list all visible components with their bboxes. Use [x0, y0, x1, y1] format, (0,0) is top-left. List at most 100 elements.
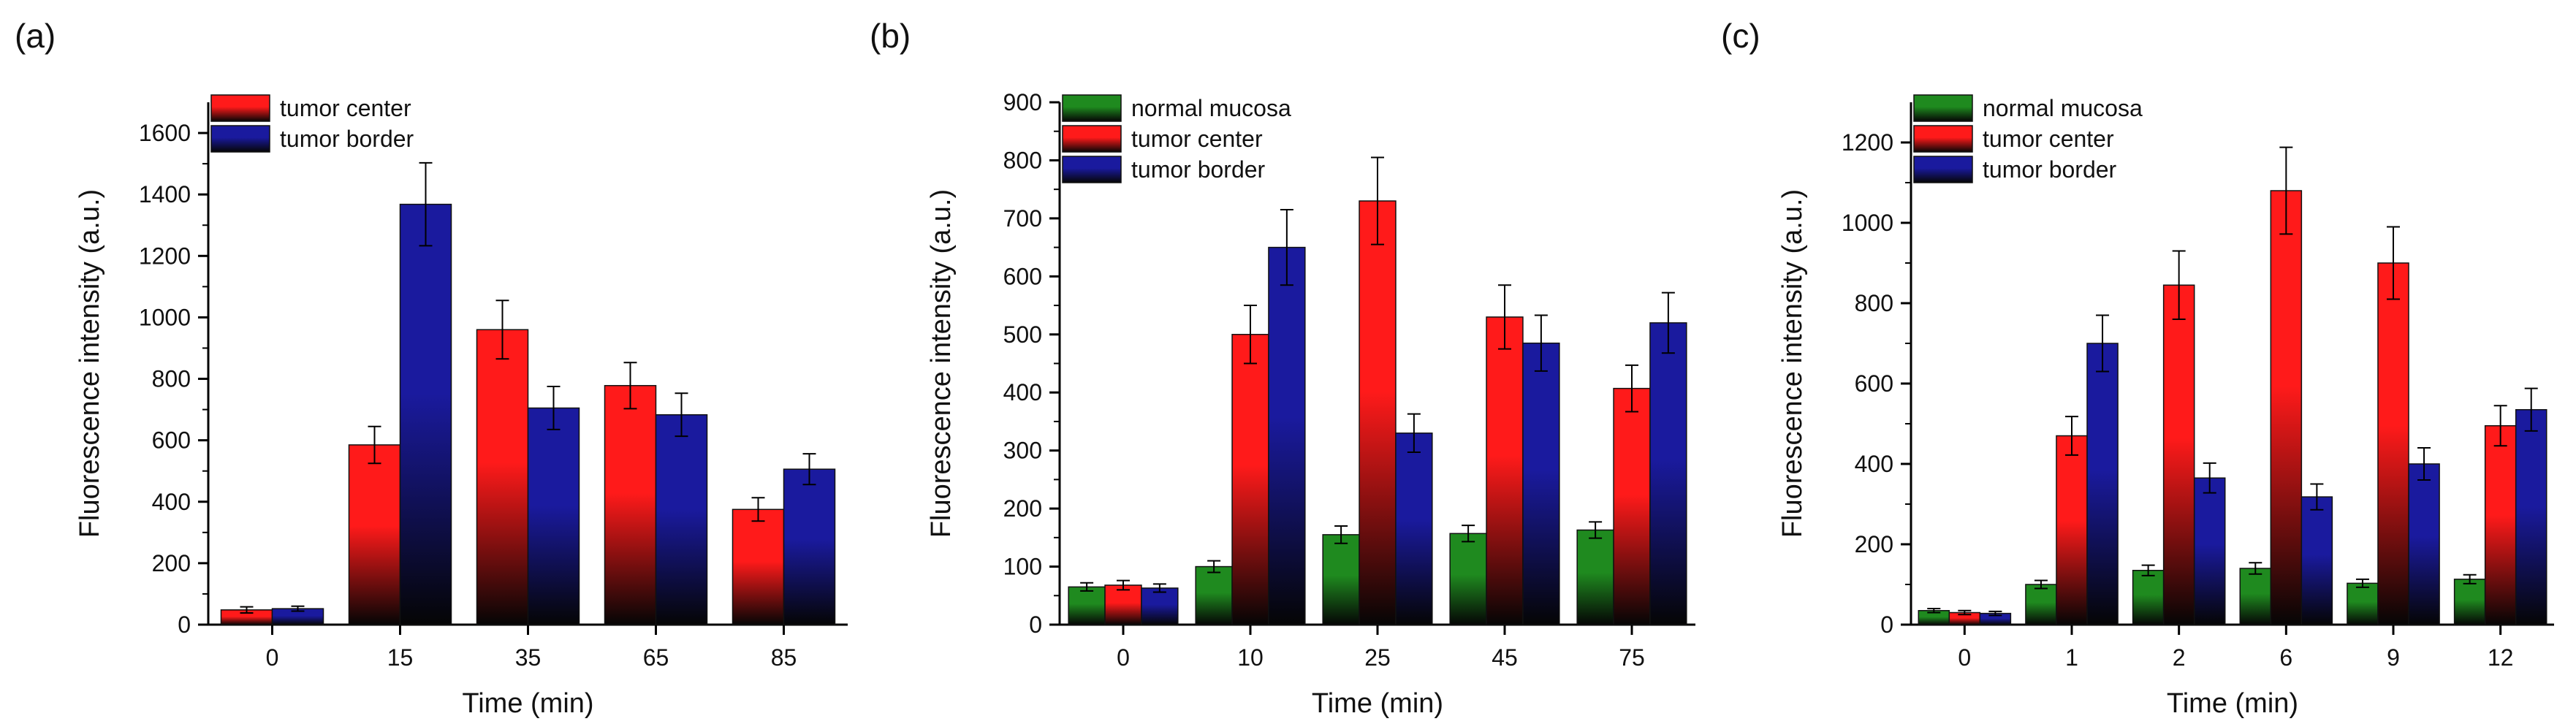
panel-label-a: (a)	[15, 17, 56, 55]
y-tick-label: 800	[152, 366, 191, 392]
x-axis-label: Time (min)	[1312, 688, 1443, 719]
legend-swatch-tumor-center	[1913, 125, 1973, 153]
bar-tumor-center-10	[1231, 334, 1269, 625]
bar-tumor-center-9	[2377, 262, 2409, 625]
legend-swatch-tumor-border	[1913, 156, 1973, 183]
y-tick-label: 800	[1855, 290, 1893, 316]
x-axis-label: Time (min)	[2167, 688, 2298, 719]
bar-tumor-border-0	[1141, 587, 1179, 625]
bar-tumor-center-0	[1104, 584, 1142, 625]
x-tick-label: 0	[266, 644, 279, 671]
legend-label-tumor-center: tumor center	[280, 95, 411, 121]
x-tick-label: 1	[2065, 644, 2078, 671]
y-tick-label: 400	[1855, 451, 1893, 477]
x-tick-label: 0	[1117, 644, 1130, 671]
y-tick-label: 400	[152, 489, 191, 515]
y-tick-label: 200	[1855, 531, 1893, 557]
bar-normal-mucosa-2	[2132, 570, 2165, 625]
y-tick-label: 1600	[139, 120, 191, 146]
y-tick-label: 900	[1003, 89, 1042, 115]
bar-normal-mucosa-10	[1195, 565, 1233, 625]
x-tick-label: 25	[1364, 644, 1391, 671]
bar-normal-mucosa-0	[1068, 586, 1106, 625]
bar-tumor-border-10	[1268, 246, 1306, 625]
bar-normal-mucosa-45	[1449, 533, 1487, 625]
legend-swatch-tumor-border	[210, 125, 270, 153]
bar-normal-mucosa-6	[2239, 568, 2272, 625]
x-tick-label: 12	[2488, 644, 2514, 671]
x-tick-label: 0	[1958, 644, 1971, 671]
y-tick-label: 1000	[139, 304, 191, 330]
y-axis-label: Fluorescence intensity (a.u.)	[75, 189, 105, 538]
bar-tumor-center-1	[2056, 435, 2088, 625]
legend-label-tumor-border: tumor border	[1983, 156, 2117, 183]
y-tick-label: 1200	[139, 243, 191, 269]
bar-tumor-center-85	[732, 508, 785, 625]
x-tick-label: 2	[2173, 644, 2186, 671]
y-tick-label: 200	[1003, 495, 1042, 522]
y-tick-label: 500	[1003, 321, 1042, 348]
bar-tumor-center-6	[2270, 190, 2303, 625]
x-tick-label: 45	[1492, 644, 1518, 671]
x-tick-label: 15	[387, 644, 414, 671]
legend-label-tumor-border: tumor border	[280, 126, 414, 152]
panel-label-c: (c)	[1721, 17, 1760, 55]
bar-normal-mucosa-12	[2453, 579, 2486, 625]
y-tick-label: 0	[1880, 611, 1893, 638]
bar-tumor-center-65	[604, 385, 657, 625]
bar-tumor-center-25	[1359, 200, 1397, 625]
y-tick-label: 600	[152, 427, 191, 454]
y-tick-label: 600	[1003, 263, 1042, 289]
panel-label-b: (b)	[870, 17, 911, 55]
y-tick-label: 800	[1003, 147, 1042, 173]
y-tick-label: 200	[152, 550, 191, 576]
y-axis-label: Fluorescence intensity (a.u.)	[1777, 189, 1808, 538]
y-tick-label: 600	[1855, 370, 1893, 397]
bar-normal-mucosa-75	[1576, 529, 1614, 625]
bar-tumor-border-9	[2408, 463, 2440, 625]
x-tick-label: 10	[1237, 644, 1264, 671]
y-tick-label: 1400	[139, 181, 191, 207]
chart-panel-a: 0 200 400 600 800 1000 1200 1400 1600 0 15 35 65 85 Ti…	[75, 94, 848, 719]
bar-tumor-border-2	[2193, 477, 2226, 625]
legend-label-normal-mucosa: normal mucosa	[1983, 95, 2143, 121]
y-tick-label: 1200	[1842, 129, 1893, 156]
bar-tumor-center-35	[476, 329, 529, 625]
bar-tumor-border-1	[2086, 343, 2119, 625]
legend-swatch-tumor-border	[1062, 156, 1122, 183]
bar-tumor-border-12	[2515, 409, 2547, 625]
bar-tumor-border-6	[2300, 496, 2333, 625]
bar-tumor-center-45	[1486, 316, 1524, 625]
y-tick-label: 300	[1003, 438, 1042, 464]
bar-tumor-border-75	[1649, 322, 1687, 625]
x-tick-label: 75	[1619, 644, 1645, 671]
bar-normal-mucosa-25	[1322, 534, 1360, 625]
x-axis-label: Time (min)	[462, 688, 593, 719]
x-tick-label: 85	[771, 644, 797, 671]
y-tick-label: 100	[1003, 554, 1042, 580]
bar-tumor-border-25	[1395, 433, 1433, 625]
legend-swatch-normal-mucosa	[1062, 94, 1122, 122]
bar-tumor-border-45	[1522, 342, 1560, 625]
bar-normal-mucosa-1	[2025, 584, 2057, 625]
y-tick-label: 0	[1029, 611, 1042, 638]
bar-tumor-border-35	[527, 407, 580, 625]
bar-tumor-center-15	[348, 444, 401, 625]
y-axis-label: Fluorescence intensity (a.u.)	[926, 189, 957, 538]
y-tick-label: 0	[178, 611, 191, 638]
legend-label-tumor-border: tumor border	[1131, 156, 1266, 183]
bar-tumor-border-85	[783, 468, 836, 625]
y-tick-label: 1000	[1842, 210, 1893, 236]
y-tick-label: 700	[1003, 205, 1042, 232]
legend-swatch-normal-mucosa	[1913, 94, 1973, 122]
y-tick-label: 400	[1003, 379, 1042, 405]
chart-panel-b: 0 100 200 300 400 500 600 700 800 900 0 10 25 45 75 Tim…	[926, 89, 1695, 719]
legend-swatch-tumor-center	[1062, 125, 1122, 153]
bar-tumor-border-65	[655, 414, 708, 625]
legend-swatch-tumor-center	[210, 94, 270, 122]
x-tick-label: 6	[2279, 644, 2292, 671]
bar-tumor-border-15	[399, 203, 452, 625]
bar-tumor-center-75	[1613, 387, 1651, 625]
